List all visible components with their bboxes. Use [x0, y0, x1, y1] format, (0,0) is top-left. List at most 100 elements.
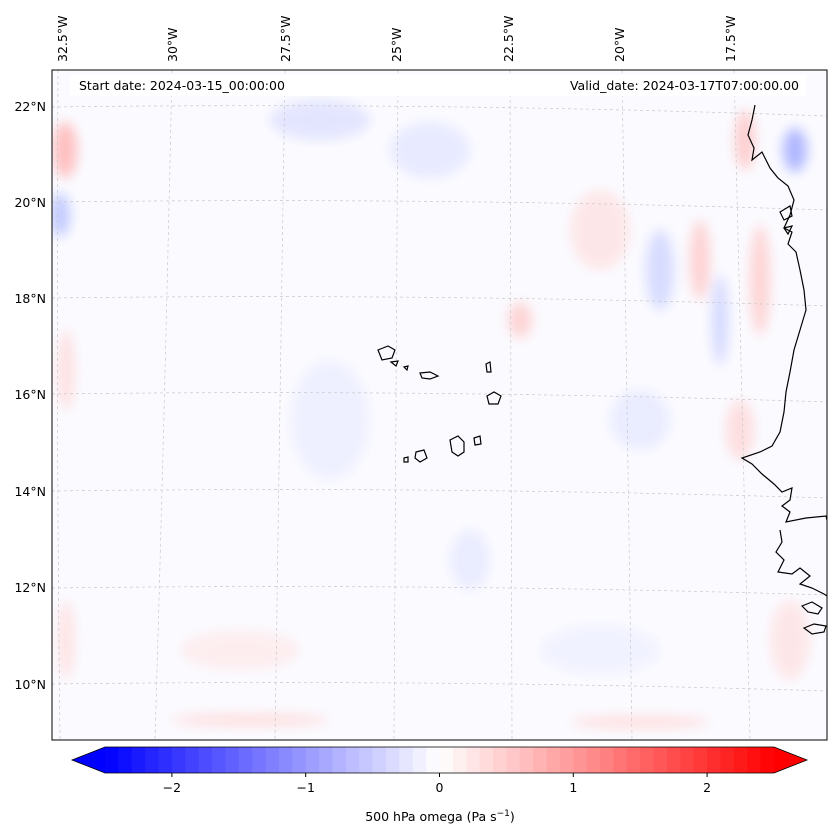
colorbar-cell [171, 747, 186, 773]
omega-positive-patch [735, 110, 755, 170]
colorbar-cell [733, 747, 748, 773]
omega-negative-patch [270, 100, 370, 140]
colorbar-cell [265, 747, 280, 773]
lon-label: 22.5°W [501, 16, 516, 62]
colorbar-cell [385, 747, 400, 773]
colorbar-cell [319, 747, 334, 773]
parallel-line [52, 489, 827, 499]
lon-label: 30°W [165, 27, 180, 62]
colorbar-cell [533, 747, 548, 773]
meridian-line [733, 70, 751, 740]
colorbar-cell [252, 747, 267, 773]
colorbar-cell [439, 747, 454, 773]
parallel-line [52, 296, 827, 307]
omega-positive-patch [58, 600, 74, 680]
island-fogo [414, 449, 428, 463]
island-boa-vista [486, 391, 502, 405]
colorbar-cell [707, 747, 722, 773]
lat-label: 14°N [14, 484, 46, 499]
lon-label: 25°W [389, 27, 404, 62]
omega-positive-patch [570, 716, 710, 728]
island-brava [403, 456, 409, 463]
island-sao-vicente [389, 360, 399, 367]
lat-label: 12°N [14, 580, 46, 595]
colorbar-outline [70, 746, 809, 774]
meridian-line [56, 70, 61, 740]
colorbar-cell [198, 747, 213, 773]
colorbar-cell [640, 747, 655, 773]
island-santo-antao [377, 345, 396, 361]
colorbar-cell [613, 747, 628, 773]
date-header-strip [70, 75, 806, 96]
colorbar-cell [105, 747, 119, 773]
colorbar-cell [559, 747, 574, 773]
colorbar-cell [399, 747, 414, 773]
colorbar-cell [212, 747, 227, 773]
coast-island [783, 225, 794, 236]
graticule [52, 70, 827, 740]
lat-label: 20°N [14, 195, 46, 210]
colorbar-cell [626, 747, 641, 773]
colorbar-cell [185, 747, 200, 773]
colorbar-cell [479, 747, 494, 773]
colorbar-cell [345, 747, 360, 773]
omega-negative-patch [646, 230, 674, 310]
meridian-line [393, 70, 399, 740]
lon-label: 27.5°W [278, 16, 293, 62]
map-frame [51, 69, 828, 741]
colorbar-cell [305, 747, 320, 773]
valid-date-label: Valid_date: 2024-03-17T07:00:00.00 [570, 78, 799, 93]
colorbar-max-extend [774, 747, 807, 773]
lon-label: 32.5°W [55, 16, 70, 62]
latitude-labels: 22°N 20°N 18°N 16°N 14°N 12°N 10°N [14, 99, 46, 692]
colorbar-min-extend [72, 747, 105, 773]
colorbar-cell [118, 747, 133, 773]
colorbar-tick-label: 1 [569, 780, 577, 795]
omega-positive-patch [750, 225, 770, 335]
omega-negative-patch [540, 625, 660, 675]
colorbar-label: 500 hPa omega (Pa s−1) [365, 809, 515, 824]
colorbar-cell [332, 747, 347, 773]
omega-positive-patch [570, 190, 630, 270]
omega-positive-patch [180, 630, 300, 670]
island-maio [473, 435, 482, 446]
island-sal [485, 361, 492, 373]
parallel-line [52, 200, 827, 211]
omega-positive-patch [53, 122, 77, 178]
lat-label: 22°N [14, 99, 46, 114]
parallel-line [52, 586, 827, 596]
omega-negative-patch [712, 275, 728, 365]
colorbar-cell [131, 747, 146, 773]
meridian-line [509, 70, 513, 740]
map-panel: Start date: 2024-03-15_00:00:00 Valid_da… [51, 69, 828, 741]
colorbar-cell [573, 747, 588, 773]
longitude-labels: 32.5°W 30°W 27.5°W 25°W 22.5°W 20°W 17.5… [55, 16, 738, 62]
cape-verde-islands [377, 345, 502, 463]
colorbar-cell [359, 747, 374, 773]
colorbar-cell [546, 747, 561, 773]
omega-negative-patch [390, 122, 470, 178]
coast-island [779, 205, 793, 221]
colorbar-cell [693, 747, 708, 773]
colorbar-cell [145, 747, 160, 773]
parallel-line [52, 682, 827, 692]
colorbar-ticks: −2 −1 0 1 2 [163, 773, 711, 795]
omega-negative-patch [783, 128, 807, 172]
island-santiago [449, 435, 465, 457]
omega-negative-patch [450, 530, 490, 590]
omega-negative-patch [610, 390, 670, 450]
colorbar-cell [292, 747, 307, 773]
omega-field [52, 100, 810, 728]
start-date-label: Start date: 2024-03-15_00:00:00 [79, 78, 285, 93]
lon-label: 20°W [612, 27, 627, 62]
colorbar-cell [666, 747, 681, 773]
meridian-line [274, 70, 286, 740]
omega-positive-patch [770, 600, 810, 680]
colorbar-cell [586, 747, 601, 773]
lat-label: 16°N [14, 387, 46, 402]
colorbar-cell [720, 747, 735, 773]
island-sao-nicolau [419, 371, 440, 380]
meridian-line [154, 70, 173, 740]
lon-label: 17.5°W [723, 16, 738, 62]
